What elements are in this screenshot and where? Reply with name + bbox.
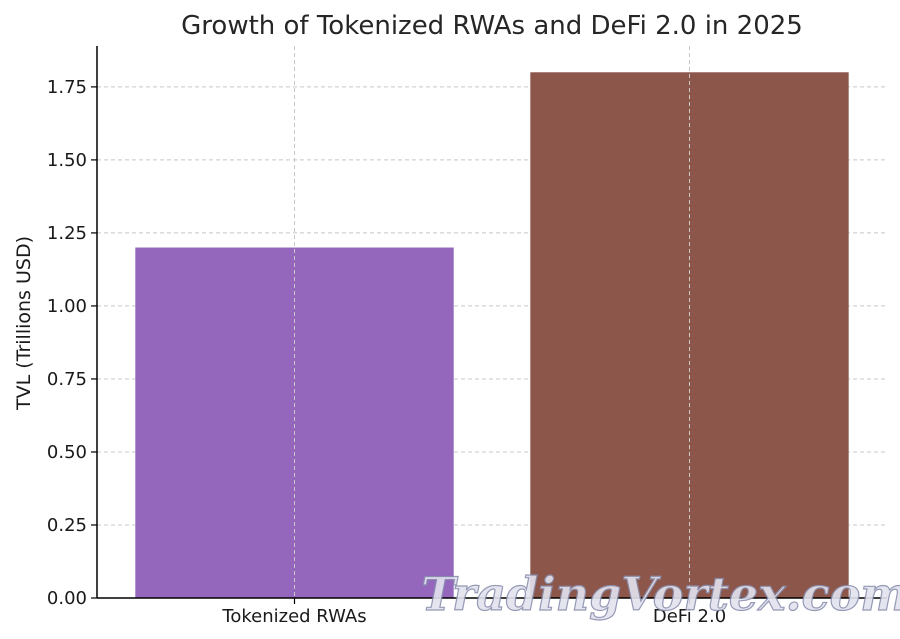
axis-layer (96, 46, 887, 599)
bar-layer (135, 46, 849, 599)
chart-title: Growth of Tokenized RWAs and DeFi 2.0 in… (181, 11, 803, 41)
y-axis-label: TVL (Trillions USD) (13, 236, 35, 411)
y-tick-label: 1.00 (47, 296, 87, 317)
y-tick-label: 0.50 (47, 442, 87, 463)
y-tick-label: 0.25 (47, 515, 87, 536)
watermark-logo: TradingVortex.com (421, 567, 900, 621)
y-tick-label: 1.25 (47, 223, 87, 244)
x-tick-label: DeFi 2.0 (653, 606, 726, 627)
x-tick-label: Tokenized RWAs (221, 606, 366, 627)
y-tick-label: 1.75 (47, 77, 87, 98)
tick-layer: 0.00 0.25 0.50 0.75 1.00 1.25 1.50 1.75 Tokenize… (47, 77, 726, 627)
y-tick-label: 0.00 (47, 588, 87, 609)
y-tick-label: 0.75 (47, 369, 87, 390)
y-tick-label: 1.50 (47, 150, 87, 171)
